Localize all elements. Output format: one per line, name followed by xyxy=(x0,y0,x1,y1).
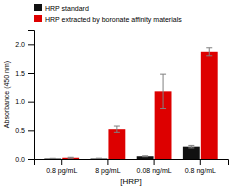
y-tick-label: 2.0 xyxy=(15,41,25,48)
marks xyxy=(44,48,217,159)
x-tick: 8 pg/mL xyxy=(95,159,120,175)
y-tick: 0.5 xyxy=(15,127,34,134)
x-axis-title: [HRP] xyxy=(120,177,141,186)
bar xyxy=(62,158,79,159)
y-tick: 0.0 xyxy=(15,156,34,163)
bar xyxy=(183,147,200,159)
y-axis: 0.0 0.5 1.0 1.5 2.0 xyxy=(15,31,34,163)
y-tick-mark xyxy=(28,130,34,131)
y-tick-mark xyxy=(28,102,34,103)
legend-swatch xyxy=(34,15,42,22)
error-bar xyxy=(142,155,148,157)
x-tick-mark xyxy=(154,159,155,165)
legend: HRP standard HRP extracted by boronate af… xyxy=(34,4,182,24)
x-tick-mark xyxy=(61,159,62,165)
y-tick-mark xyxy=(28,73,34,74)
y-tick-mark xyxy=(28,159,34,160)
chart: 0.0 0.5 1.0 1.5 2.0 0.8 pg/mL 8 pg/mL 0.08 ng/m… xyxy=(0,0,236,189)
bar xyxy=(201,52,218,159)
x-tick-label: 0.8 pg/mL xyxy=(46,167,77,175)
y-tick: 1.0 xyxy=(15,98,34,105)
legend-item: HRP standard xyxy=(34,4,89,12)
error-bar xyxy=(50,158,56,159)
error-bar xyxy=(96,158,102,159)
bar xyxy=(108,129,125,159)
y-tick-label: 1.5 xyxy=(15,70,25,77)
bar xyxy=(91,158,108,159)
y-axis-line xyxy=(28,31,35,160)
x-tick-label: 8 pg/mL xyxy=(95,167,120,175)
series xyxy=(62,48,217,159)
x-tick-label: 0.08 ng/mL xyxy=(137,167,172,175)
x-tick: 0.8 pg/mL xyxy=(46,159,77,175)
legend-label: HRP standard xyxy=(45,5,89,12)
error-bar xyxy=(206,48,212,56)
x-tick: 0.8 ng/mL xyxy=(185,159,216,175)
x-axis-line xyxy=(35,160,229,166)
y-tick-label: 0.0 xyxy=(15,156,25,163)
y-tick: 1.5 xyxy=(15,70,34,77)
y-axis-title: Absorbance (450 nm) xyxy=(3,61,11,128)
x-tick-mark xyxy=(107,159,108,165)
y-tick: 2.0 xyxy=(15,41,34,48)
legend-swatch xyxy=(34,4,42,11)
y-tick-label: 0.5 xyxy=(15,127,25,134)
plot-area: 0.0 0.5 1.0 1.5 2.0 0.8 pg/mL 8 pg/mL 0.08 ng/m… xyxy=(15,31,228,175)
x-axis: 0.8 pg/mL 8 pg/mL 0.08 ng/mL 0.8 ng/mL xyxy=(35,159,229,175)
error-bar xyxy=(114,126,120,132)
error-bar xyxy=(68,157,74,159)
x-tick: 0.08 ng/mL xyxy=(137,159,172,175)
x-tick-label: 0.8 ng/mL xyxy=(185,167,216,175)
legend-label: HRP extracted by boronate affinity mater… xyxy=(45,16,182,24)
y-tick-label: 1.0 xyxy=(15,98,25,105)
y-tick-mark xyxy=(28,44,34,45)
x-tick-mark xyxy=(200,159,201,165)
legend-item: HRP extracted by boronate affinity mater… xyxy=(34,15,182,24)
bar xyxy=(137,156,154,159)
error-bar xyxy=(188,145,194,148)
error-bar xyxy=(160,74,166,108)
bar xyxy=(44,158,61,159)
